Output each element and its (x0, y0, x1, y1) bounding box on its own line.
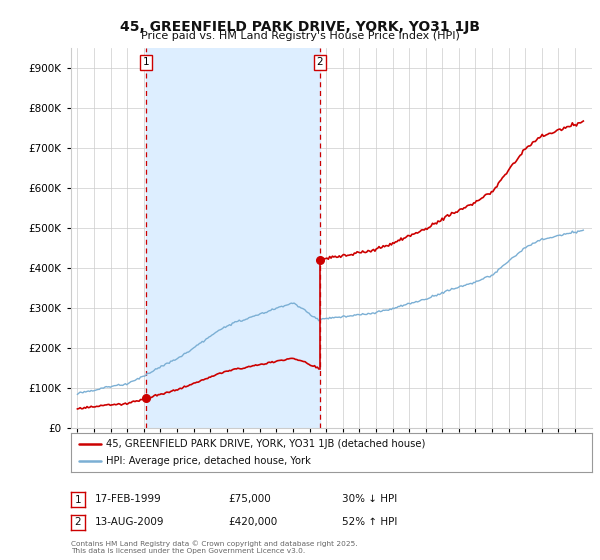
Text: 17-FEB-1999: 17-FEB-1999 (95, 494, 161, 504)
Text: 45, GREENFIELD PARK DRIVE, YORK, YO31 1JB: 45, GREENFIELD PARK DRIVE, YORK, YO31 1J… (120, 20, 480, 34)
Text: 45, GREENFIELD PARK DRIVE, YORK, YO31 1JB (detached house): 45, GREENFIELD PARK DRIVE, YORK, YO31 1J… (106, 438, 425, 449)
Text: Contains HM Land Registry data © Crown copyright and database right 2025.
This d: Contains HM Land Registry data © Crown c… (71, 541, 358, 554)
Text: Price paid vs. HM Land Registry's House Price Index (HPI): Price paid vs. HM Land Registry's House … (140, 31, 460, 41)
Text: 1: 1 (142, 57, 149, 67)
Text: 30% ↓ HPI: 30% ↓ HPI (342, 494, 397, 504)
Text: 13-AUG-2009: 13-AUG-2009 (95, 517, 164, 527)
Text: 52% ↑ HPI: 52% ↑ HPI (342, 517, 397, 527)
Bar (146, 48, 320, 428)
Text: 1: 1 (74, 494, 82, 505)
Text: £420,000: £420,000 (228, 517, 277, 527)
Text: £75,000: £75,000 (228, 494, 271, 504)
Text: 2: 2 (317, 57, 323, 67)
Text: HPI: Average price, detached house, York: HPI: Average price, detached house, York (106, 456, 311, 466)
Text: 2: 2 (74, 517, 82, 528)
